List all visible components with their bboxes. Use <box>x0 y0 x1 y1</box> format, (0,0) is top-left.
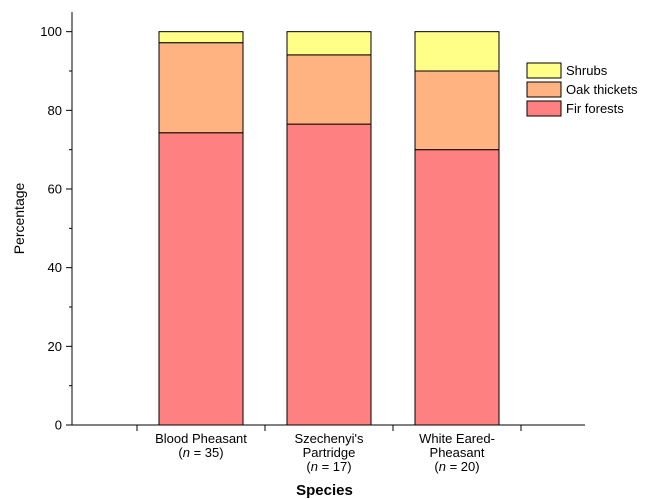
bar-segment <box>286 31 372 56</box>
x-tick-label: Szechenyi's Partridge (n = 17) <box>295 431 364 474</box>
y-tick-label: 0 <box>55 418 62 433</box>
x-axis-title: Species <box>296 482 353 499</box>
y-axis-title: Percentage <box>11 182 27 254</box>
bar-segment <box>286 54 372 125</box>
bar-segment <box>158 42 244 134</box>
y-tick-label: 40 <box>48 260 62 275</box>
legend-label: Oak thickets <box>566 82 638 97</box>
y-tick-label: 100 <box>40 24 62 39</box>
x-ticks: Blood Pheasant (n = 35) Szechenyi's Partrid… <box>136 425 522 474</box>
bar-segment <box>286 123 372 426</box>
bars <box>158 31 500 426</box>
legend-swatch <box>526 81 562 98</box>
x-tick-label: White Eared-Pheasant (n = 20) <box>419 431 495 474</box>
bar-segment <box>414 149 500 426</box>
bar-segment <box>158 132 244 426</box>
y-tick-label: 60 <box>48 182 62 197</box>
legend-swatch <box>526 100 562 117</box>
legend: Shrubs Oak thickets Fir forests <box>526 62 638 117</box>
bar-segment <box>158 31 244 44</box>
bar-segment <box>414 31 500 72</box>
x-tick-label: Blood Pheasant (n = 35) <box>155 431 247 460</box>
y-tick-label: 80 <box>48 103 62 118</box>
bar-segment <box>414 70 500 151</box>
y-tick-label: 20 <box>48 339 62 354</box>
legend-label: Shrubs <box>566 63 608 78</box>
legend-label: Fir forests <box>566 101 624 116</box>
legend-swatch <box>526 62 562 79</box>
y-ticks: 0 20 40 60 80 100 <box>40 24 72 433</box>
